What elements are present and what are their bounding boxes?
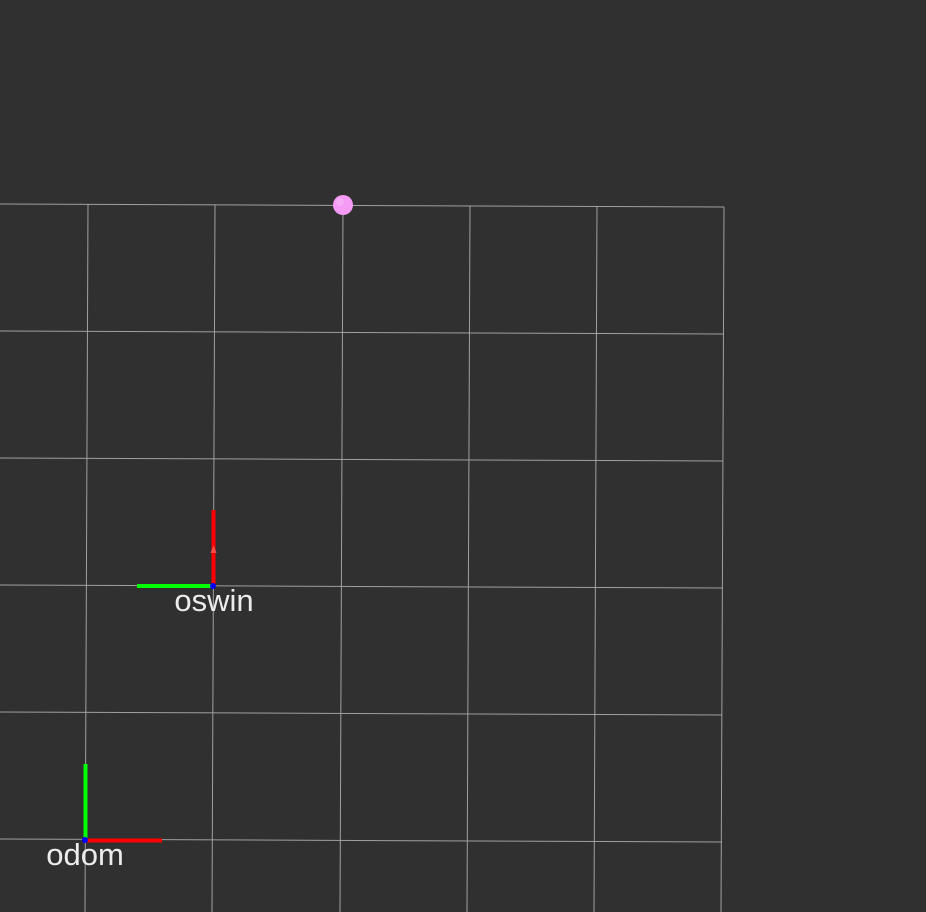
- grid-line: [0, 584, 724, 589]
- sphere-marker[interactable]: [333, 195, 353, 215]
- odom-label: odom: [46, 837, 124, 872]
- oswin-label: oswin: [174, 583, 253, 618]
- sphere-marker-highlight: [336, 198, 344, 206]
- odom-z-axis: [82, 837, 88, 843]
- oswin-x-axis-arrow-icon: [210, 545, 217, 553]
- frame-odom[interactable]: odom: [46, 764, 162, 872]
- grid-line: [466, 205, 471, 912]
- frame-oswin[interactable]: oswin: [137, 510, 254, 618]
- grid-line: [339, 204, 344, 912]
- ground-grid: [0, 203, 725, 912]
- sphere-marker-icon: [333, 195, 353, 215]
- oswin-z-axis: [210, 583, 216, 589]
- grid-line: [0, 330, 725, 335]
- grid-line: [0, 711, 723, 716]
- grid-line: [720, 206, 725, 912]
- grid-line: [0, 203, 725, 208]
- grid-line: [0, 457, 724, 462]
- grid-line: [593, 205, 598, 912]
